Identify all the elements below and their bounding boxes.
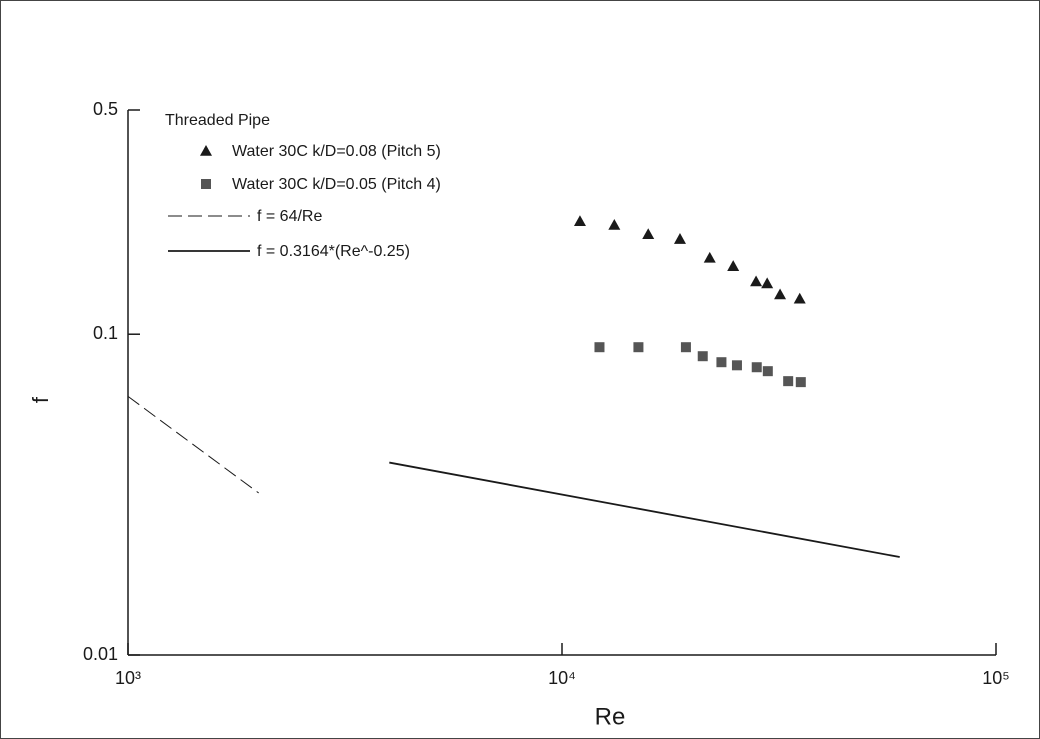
x-tick-label: 10⁴ — [548, 668, 576, 688]
square-point — [698, 351, 708, 361]
x-tick-label: 10⁵ — [982, 668, 1009, 688]
square-point — [783, 376, 793, 386]
chart: Re f Threaded Pipe 10³ 10⁴ 10⁵ 0.01 0.1 0.5 Wa… — [0, 0, 1040, 739]
x-axis-label: Re — [595, 703, 626, 730]
legend-label: f = 64/Re — [257, 208, 322, 225]
y-tick-label: 0.1 — [93, 323, 118, 343]
square-point — [681, 342, 691, 352]
legend-title: Threaded Pipe — [165, 112, 270, 129]
legend-label: f = 0.3164*(Re^-0.25) — [257, 243, 410, 260]
legend-label: Water 30C k/D=0.08 (Pitch 5) — [232, 143, 441, 160]
frame — [1, 1, 1040, 739]
square-point — [763, 366, 773, 376]
x-tick-label: 10³ — [115, 668, 141, 688]
legend-marker — [201, 179, 211, 189]
square-point — [732, 360, 742, 370]
square-point — [752, 362, 762, 372]
y-tick-label: 0.01 — [83, 644, 118, 664]
y-axis-label: f — [28, 396, 53, 403]
square-point — [633, 342, 643, 352]
square-point — [594, 342, 604, 352]
y-tick-label: 0.5 — [93, 99, 118, 119]
square-point — [716, 357, 726, 367]
square-point — [796, 377, 806, 387]
legend-label: Water 30C k/D=0.05 (Pitch 4) — [232, 176, 441, 193]
